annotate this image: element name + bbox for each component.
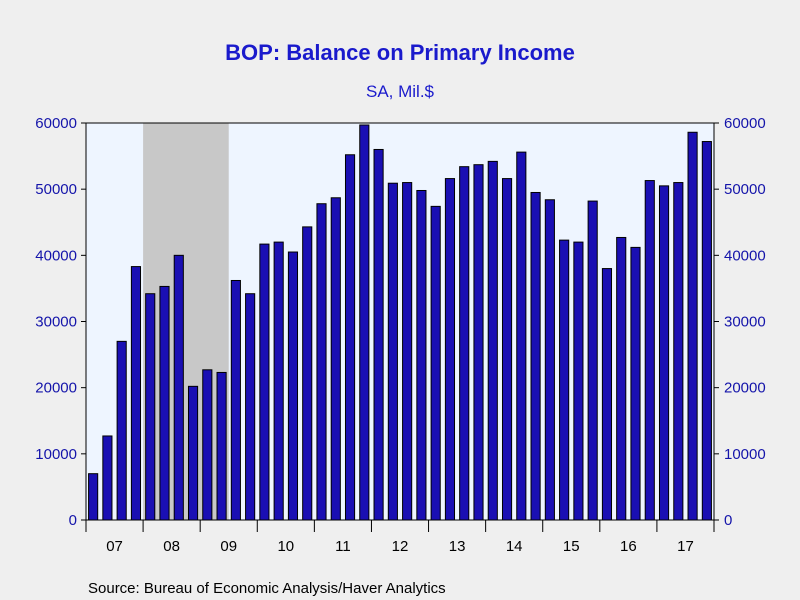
bar <box>530 191 541 521</box>
x-tick-label: 17 <box>677 538 694 555</box>
bar <box>630 246 641 521</box>
x-tick-label: 12 <box>392 538 409 555</box>
recession-shading-layer <box>143 123 229 520</box>
x-axis-layer: 07 08 09 10 11 12 13 14 15 16 17 <box>85 520 715 555</box>
y-tick-label-right: 10000 <box>724 446 766 463</box>
bar <box>216 371 227 521</box>
y-tick-label-left: 50000 <box>35 181 77 198</box>
x-tick-label: 15 <box>563 538 580 555</box>
bar <box>259 243 270 521</box>
bar <box>701 141 712 521</box>
y-tick-label-left: 10000 <box>35 446 77 463</box>
bar <box>573 241 584 521</box>
chart-title: BOP: Balance on Primary Income <box>225 40 575 65</box>
x-tick-label: 14 <box>506 538 523 555</box>
bar <box>287 251 299 521</box>
bar <box>316 203 327 521</box>
bar <box>501 178 513 521</box>
x-tick-label: 07 <box>106 538 123 555</box>
bar <box>187 385 199 521</box>
bar <box>601 268 613 521</box>
bar <box>616 236 627 521</box>
y-tick-label-left: 0 <box>69 512 77 529</box>
bar <box>487 160 498 521</box>
x-tick-label: 11 <box>335 538 351 555</box>
bar <box>459 166 470 521</box>
bar <box>273 241 284 521</box>
chart-subtitle: SA, Mil.$ <box>366 82 435 101</box>
bar <box>359 124 370 521</box>
bar <box>245 293 256 521</box>
bar <box>173 254 184 521</box>
bar <box>658 185 670 521</box>
bar <box>88 473 99 521</box>
source-note: Source: Bureau of Economic Analysis/Have… <box>88 580 446 597</box>
y-tick-label-left: 60000 <box>35 115 77 132</box>
bar <box>430 205 441 521</box>
bar <box>644 180 655 521</box>
bar <box>344 154 356 521</box>
bar <box>116 340 127 521</box>
x-tick-label: 09 <box>220 538 237 555</box>
bar <box>159 285 170 521</box>
x-tick-label: 08 <box>163 538 180 555</box>
y-tick-label-right: 40000 <box>724 247 766 264</box>
bar <box>473 164 484 521</box>
y-tick-label-left: 40000 <box>35 247 77 264</box>
bar <box>145 293 156 521</box>
bar <box>130 266 142 521</box>
bar <box>302 226 313 521</box>
x-tick-label: 16 <box>620 538 637 555</box>
bar <box>559 239 570 521</box>
y-axis-layer: 0 0 10000 10000 20000 20000 30000 30000 40000 400… <box>35 115 765 529</box>
bar <box>416 189 427 521</box>
y-tick-label-right: 0 <box>724 512 732 529</box>
bar <box>516 151 527 521</box>
y-tick-label-right: 20000 <box>724 380 766 397</box>
bar <box>687 131 698 521</box>
y-tick-label-left: 20000 <box>35 380 77 397</box>
bar <box>102 435 113 521</box>
bar <box>373 148 384 521</box>
bar <box>330 197 341 521</box>
y-tick-label-left: 30000 <box>35 314 77 331</box>
bar <box>544 199 555 521</box>
bar <box>402 182 413 521</box>
bar <box>587 200 598 521</box>
bar <box>673 182 684 521</box>
y-tick-label-right: 30000 <box>724 314 766 331</box>
recession-band <box>143 123 229 520</box>
bar <box>230 279 241 521</box>
y-tick-label-right: 60000 <box>724 115 766 132</box>
x-tick-label: 10 <box>277 538 294 555</box>
bar <box>444 178 456 521</box>
bar <box>387 182 398 521</box>
y-tick-label-right: 50000 <box>724 181 766 198</box>
bar <box>202 369 213 521</box>
x-tick-label: 13 <box>449 538 466 555</box>
